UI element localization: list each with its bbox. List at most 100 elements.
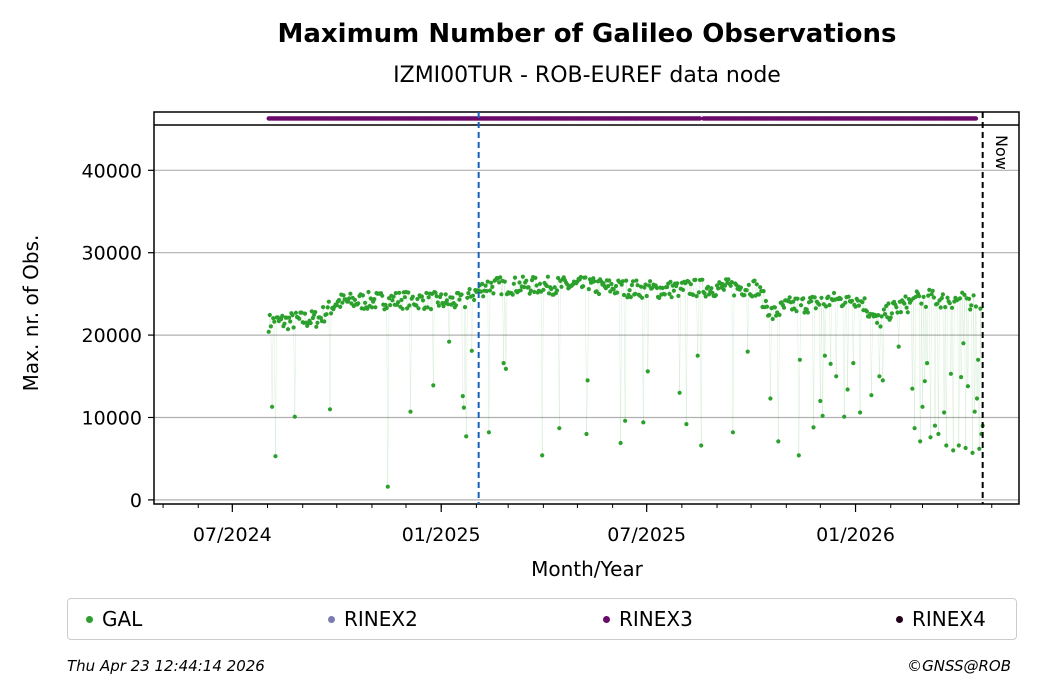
gal-point (942, 410, 947, 415)
gal-point (503, 366, 508, 371)
gal-point (669, 295, 674, 300)
gal-point (722, 283, 728, 288)
gal-point (499, 292, 504, 297)
gal-point (619, 282, 624, 287)
gal-point (360, 293, 365, 298)
gal-point (691, 292, 696, 297)
gal-point (621, 292, 627, 298)
gal-point (976, 357, 981, 362)
gal-point (541, 287, 546, 292)
gal-point (902, 301, 907, 306)
gal-point (549, 286, 554, 292)
gal-point (754, 282, 759, 287)
gal-point (285, 327, 291, 332)
gal-point (520, 274, 526, 279)
gal-point (369, 305, 375, 310)
gal-points (266, 274, 985, 489)
legend-item-rinex2: RINEX2 (328, 607, 418, 631)
gal-point (875, 320, 880, 325)
gal-point (888, 315, 893, 320)
gal-point (630, 279, 636, 284)
gal-point (356, 301, 361, 306)
gal-point (671, 288, 677, 293)
gal-point (544, 283, 549, 289)
gal-point (927, 287, 932, 292)
gal-point (391, 294, 396, 299)
gal-point (397, 290, 402, 295)
gal-point (638, 284, 644, 289)
rinex3-availability-bar (266, 116, 979, 121)
gal-point (823, 304, 829, 309)
gal-point (646, 283, 652, 288)
gal-point (557, 426, 562, 431)
gal-point (940, 292, 946, 297)
gal-point (322, 319, 327, 324)
gal-point (408, 409, 413, 414)
gal-point (297, 316, 302, 321)
gal-point (585, 378, 590, 383)
gal-point (627, 288, 632, 293)
gal-point (399, 297, 404, 303)
gal-point (643, 282, 648, 287)
gal-point (838, 296, 843, 301)
gal-point (676, 293, 681, 298)
gal-point (502, 279, 507, 284)
gal-point (879, 314, 884, 319)
gal-point (969, 303, 974, 308)
gal-point (302, 311, 308, 316)
legend: GAL RINEX2 RINEX3 RINEX4 (67, 598, 1017, 640)
gal-point (466, 291, 471, 296)
gal-point (665, 284, 670, 290)
gal-point (583, 275, 588, 280)
gal-point (657, 295, 662, 300)
gal-point (791, 299, 796, 304)
gal-point (288, 319, 293, 324)
gal-point (327, 407, 333, 412)
gal-point (633, 291, 638, 296)
gal-point (348, 291, 353, 296)
gal-point (707, 292, 712, 297)
gal-point (472, 297, 477, 303)
gal-point (695, 353, 700, 358)
gal-point (644, 293, 649, 299)
gal-point (827, 303, 832, 308)
gal-point (481, 294, 486, 299)
x-axis-label: Month/Year (531, 557, 644, 581)
gal-point (819, 295, 824, 300)
gal-point (926, 293, 931, 298)
gal-point (270, 404, 275, 409)
gal-point (373, 305, 378, 310)
gal-point (929, 292, 934, 297)
rinex3-point (697, 116, 703, 121)
gal-point (279, 317, 284, 322)
gal-point (528, 288, 534, 293)
gal-point (425, 305, 430, 310)
gal-point (308, 320, 313, 326)
gal-point (876, 313, 881, 318)
gal-point (948, 371, 954, 376)
gal-point (273, 454, 278, 459)
gal-point (469, 348, 474, 353)
gal-point (957, 296, 963, 301)
gal-point (402, 295, 407, 300)
gal-point (537, 281, 543, 286)
gal-point (776, 439, 781, 444)
gal-point (444, 298, 449, 303)
gal-point (930, 288, 935, 293)
gal-point (556, 275, 561, 281)
gal-point (545, 274, 551, 279)
gal-point (761, 289, 766, 294)
chart-title: Maximum Number of Galileo Observations (277, 19, 896, 49)
chart-subtitle: IZMI00TUR - ROB-EUREF data node (393, 63, 781, 88)
gal-point (932, 423, 938, 428)
gal-point (842, 414, 847, 419)
y-tick-label: 20000 (82, 325, 142, 347)
x-tick-label: 01/2025 (402, 524, 481, 546)
gal-point (895, 310, 900, 315)
gal-point (881, 307, 887, 312)
gal-point (696, 290, 702, 295)
gal-point (419, 294, 424, 299)
gal-point (645, 369, 650, 374)
gal-point (511, 281, 516, 286)
gal-point (817, 302, 822, 307)
